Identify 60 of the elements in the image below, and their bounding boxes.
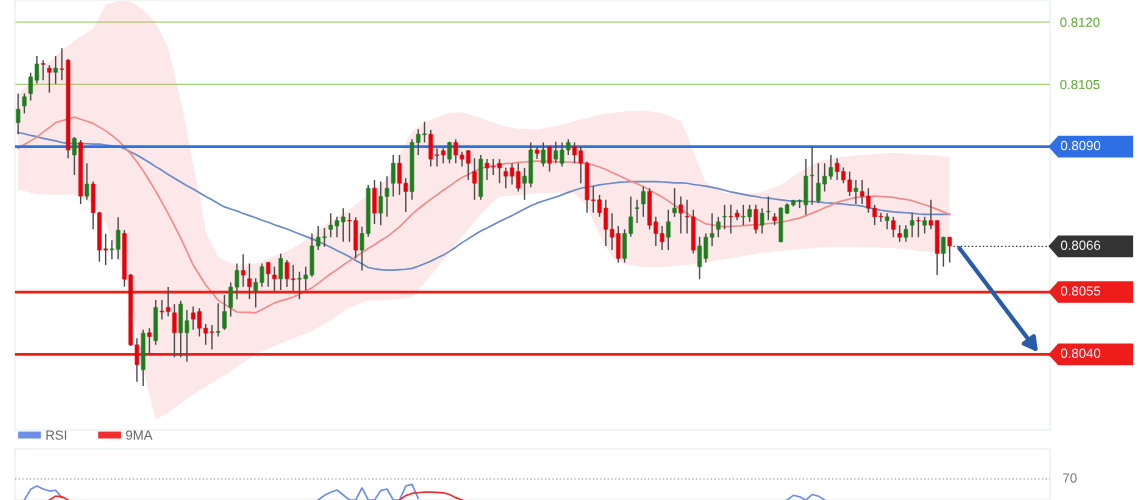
candlestick xyxy=(641,185,646,218)
candlestick xyxy=(47,64,52,94)
candlestick xyxy=(634,199,640,224)
candlestick xyxy=(22,92,27,115)
candlestick xyxy=(672,187,677,218)
candlestick xyxy=(40,59,46,81)
candlestick xyxy=(541,141,546,168)
ref-line-label: 0.8040 xyxy=(1060,348,1101,358)
candlestick xyxy=(116,216,121,260)
candlestick xyxy=(222,294,227,331)
y-tick-label: 0.8120 xyxy=(1060,17,1100,27)
candlestick xyxy=(853,179,859,205)
candlestick xyxy=(291,264,296,292)
candlestick xyxy=(666,209,671,251)
candlestick xyxy=(216,302,221,338)
candlestick xyxy=(947,236,952,264)
y-tick-label: 0.8105 xyxy=(1060,79,1100,90)
legend-label: RSI xyxy=(46,430,67,440)
candlestick xyxy=(659,225,665,251)
candlestick xyxy=(84,162,90,201)
ref-line-label: 0.8066 xyxy=(1060,240,1101,250)
candlestick xyxy=(728,204,733,235)
candlestick xyxy=(391,154,396,198)
candlestick xyxy=(909,212,915,238)
candlestick xyxy=(553,140,558,164)
line-series xyxy=(17,131,951,271)
candlestick xyxy=(547,145,552,173)
candlestick xyxy=(941,236,946,268)
candlestick xyxy=(172,303,177,358)
candlestick xyxy=(59,47,65,81)
ref-line-label: 0.8090 xyxy=(1060,140,1101,151)
candlestick xyxy=(72,136,77,176)
candlestick xyxy=(928,199,934,231)
candlestick xyxy=(753,204,758,235)
candlestick xyxy=(284,259,290,288)
candlestick xyxy=(809,145,815,206)
candlestick xyxy=(472,157,477,201)
candlestick xyxy=(722,204,727,231)
candlestick xyxy=(884,212,890,231)
candlestick xyxy=(678,195,683,235)
legend-label: 9MA xyxy=(126,430,153,440)
line-series xyxy=(17,116,951,314)
candlestick xyxy=(109,239,115,260)
ref-line-label: 0.8055 xyxy=(1060,286,1101,296)
candlestick xyxy=(278,253,283,291)
candlestick xyxy=(15,92,21,135)
text: 70 xyxy=(1063,473,1077,483)
candlestick xyxy=(147,327,152,354)
candlestick xyxy=(241,253,246,288)
candlestick xyxy=(891,216,896,238)
candlestick xyxy=(341,207,346,243)
candlestick xyxy=(247,262,252,300)
candlestick xyxy=(716,216,721,238)
candlestick xyxy=(159,299,165,321)
candlestick xyxy=(266,261,271,288)
candlestick xyxy=(166,286,171,317)
candlestick xyxy=(709,212,715,247)
candlestick xyxy=(53,55,58,85)
candlestick xyxy=(272,266,277,292)
candlestick xyxy=(916,216,921,238)
